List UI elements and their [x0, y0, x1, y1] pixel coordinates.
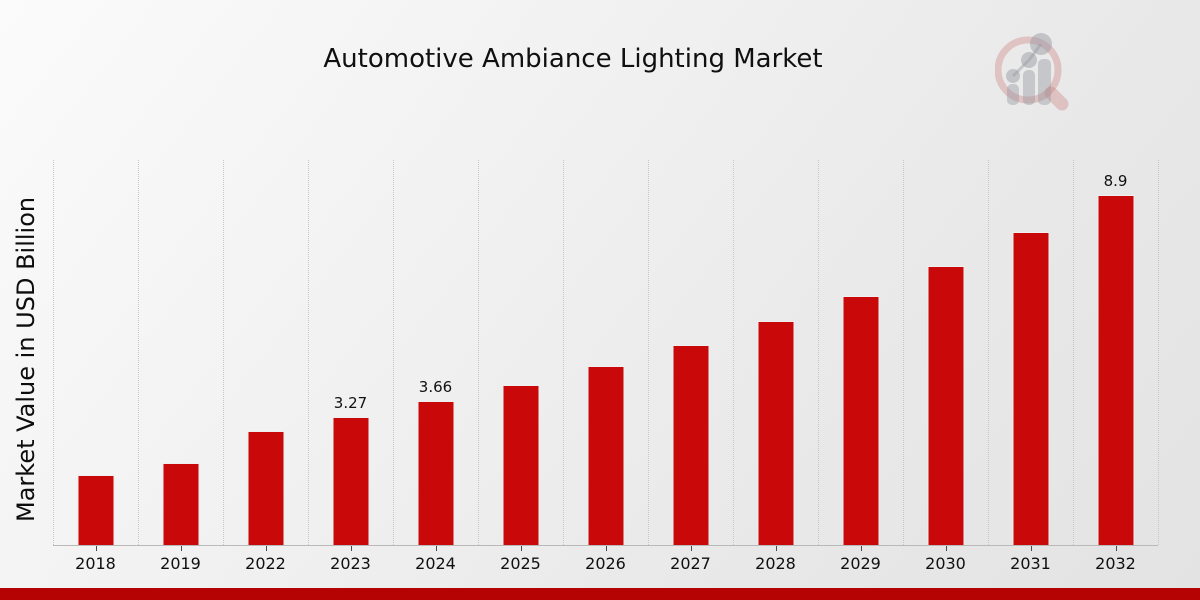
bar-group-2024: 3.66 [393, 160, 478, 545]
axis-tick [775, 546, 777, 551]
x-axis-slot: 2027 [648, 546, 733, 580]
axis-tick [605, 546, 607, 551]
bar-value-label: 3.66 [418, 378, 453, 397]
x-tick-label: 2030 [925, 554, 966, 573]
bar-2029 [842, 295, 879, 545]
axis-tick [860, 546, 862, 551]
axis-tick [1115, 546, 1117, 551]
x-axis-slot: 2019 [138, 546, 223, 580]
axis-tick [435, 546, 437, 551]
axis-tick [690, 546, 692, 551]
axis-tick [1030, 546, 1032, 551]
x-axis-slot: 2029 [818, 546, 903, 580]
y-axis-label: Market Value in USD Billion [12, 196, 40, 522]
x-axis-slot: 2026 [563, 546, 648, 580]
gridline [733, 160, 734, 545]
x-axis-slot: 2031 [988, 546, 1073, 580]
x-axis-slot: 2018 [53, 546, 138, 580]
bar-2023 [332, 416, 369, 545]
axis-tick [95, 546, 97, 551]
bar-2022 [247, 431, 284, 545]
axis-tick [350, 546, 352, 551]
bar-value-label: 8.9 [1103, 172, 1128, 191]
x-tick-label: 2029 [840, 554, 881, 573]
x-tick-label: 2019 [160, 554, 201, 573]
x-tick-label: 2023 [330, 554, 371, 573]
bar-group-2018 [53, 160, 138, 545]
bar-group-2025 [478, 160, 563, 545]
x-axis-slot: 2032 [1073, 546, 1158, 580]
gridline [1158, 160, 1159, 545]
gridline [138, 160, 139, 545]
bar-2032 [1097, 195, 1134, 545]
bar-group-2030 [903, 160, 988, 545]
x-axis-slot: 2023 [308, 546, 393, 580]
bar-group-2028 [733, 160, 818, 545]
bar-2025 [502, 384, 539, 545]
bar-group-2026 [563, 160, 648, 545]
bar-group-2019 [138, 160, 223, 545]
bar-group-2032: 8.9 [1073, 160, 1158, 545]
gridline [648, 160, 649, 545]
gridline [223, 160, 224, 545]
axis-tick [520, 546, 522, 551]
x-axis-slot: 2025 [478, 546, 563, 580]
bar-group-2031 [988, 160, 1073, 545]
bar-2028 [757, 321, 794, 545]
gridline [393, 160, 394, 545]
bar-group-2023: 3.27 [308, 160, 393, 545]
magnifier-bar-chart-logo [995, 33, 1069, 111]
bar-group-2022 [223, 160, 308, 545]
gridline [563, 160, 564, 545]
x-tick-label: 2018 [75, 554, 116, 573]
x-tick-label: 2024 [415, 554, 456, 573]
bar-2031 [1012, 231, 1049, 545]
bar-2026 [587, 365, 624, 545]
gridline [308, 160, 309, 545]
x-axis-slot: 2030 [903, 546, 988, 580]
x-tick-label: 2022 [245, 554, 286, 573]
bar-2019 [162, 462, 199, 545]
x-axis-slot: 2022 [223, 546, 308, 580]
x-axis-slot: 2024 [393, 546, 478, 580]
x-tick-label: 2025 [500, 554, 541, 573]
x-tick-label: 2032 [1095, 554, 1136, 573]
plot-area: 3.27 3.66 8.9 [53, 160, 1159, 546]
x-axis-slot: 2028 [733, 546, 818, 580]
x-tick-label: 2027 [670, 554, 711, 573]
axis-tick [265, 546, 267, 551]
bar-2024 [417, 401, 454, 545]
gridline [1073, 160, 1074, 545]
chart-title: Automotive Ambiance Lighting Market [323, 44, 823, 74]
axis-tick [945, 546, 947, 551]
bar-2030 [927, 266, 964, 545]
x-axis: 2018 2019 2022 2023 2024 2025 2026 2027 2028 2029… [53, 546, 1158, 580]
footer-red-band [0, 588, 1200, 600]
gridline [478, 160, 479, 545]
bar-group-2029 [818, 160, 903, 545]
bar-value-label: 3.27 [333, 393, 368, 412]
gridline [53, 160, 54, 545]
bar-group-2027 [648, 160, 733, 545]
x-tick-label: 2028 [755, 554, 796, 573]
axis-tick [180, 546, 182, 551]
bar-2027 [672, 345, 709, 545]
bar-2018 [77, 475, 114, 545]
x-tick-label: 2031 [1010, 554, 1051, 573]
x-tick-label: 2026 [585, 554, 626, 573]
gridline [903, 160, 904, 545]
gridline [988, 160, 989, 545]
gridline [818, 160, 819, 545]
